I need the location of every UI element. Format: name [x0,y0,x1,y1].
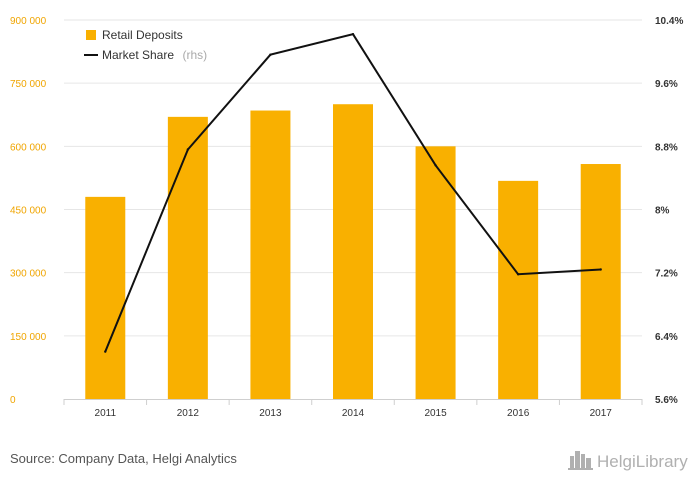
bar-retail-deposits[interactable] [498,180,539,399]
x-tick-label: 2014 [342,408,365,419]
y-left-tick-label: 150 000 [10,332,47,343]
line-series-market-share [104,33,602,353]
y-left-tick-label: 900 000 [10,16,47,27]
legend-label-line: Market Share [102,48,174,62]
x-tick-label: 2017 [590,408,613,419]
y-left-tick-label: 300 000 [10,269,47,280]
x-tick-label: 2013 [259,408,282,419]
brand-logo: HelgiLibrary [568,451,688,471]
bar-retail-deposits[interactable] [415,146,456,399]
y-right-tick-label: 9.6% [655,79,678,90]
point-market-share[interactable] [186,148,190,151]
y-right-tick-label: 8% [655,206,670,217]
point-market-share[interactable] [351,33,355,36]
source-note: Source: Company Data, Helgi Analytics [10,451,237,466]
legend[interactable]: Retail Deposits Market Share (rhs) [84,28,207,63]
legend-label-line-group: Market Share (rhs) [102,46,207,63]
y-right-tick-label: 5.6% [655,395,678,406]
bar-retail-deposits[interactable] [250,110,291,400]
y-left-tick-label: 450 000 [10,206,47,217]
x-tick-label: 2011 [95,408,117,419]
bar-retail-deposits[interactable] [167,116,208,399]
x-tick-label: 2015 [424,408,447,419]
y-left-tick-label: 750 000 [10,79,47,90]
bar-retail-deposits[interactable] [580,164,621,399]
y-left-tick-label: 600 000 [10,142,47,153]
y-left-tick-label: 0 [10,395,16,406]
point-market-share[interactable] [516,273,520,276]
city-skyline-icon [568,451,593,470]
point-market-share[interactable] [269,53,272,56]
axes: 0 150 000 300 000 450 000 600 000 750 000 900 … [10,16,683,419]
y-right-tick-label: 6.4% [655,332,678,343]
legend-label-line-suffix: (rhs) [182,48,207,62]
y-right-tick-label: 10.4% [655,16,683,27]
legend-label-bars: Retail Deposits [102,28,183,42]
brand-name: HelgiLibrary [597,452,688,471]
y-right-tick-label: 7.2% [655,269,678,280]
legend-swatch-bar [86,30,96,40]
bar-series-retail-deposits [85,104,621,400]
bar-retail-deposits[interactable] [85,196,126,399]
point-market-share[interactable] [599,268,602,271]
x-tick-label: 2016 [507,408,530,419]
bar-retail-deposits[interactable] [333,104,373,399]
y-right-tick-label: 8.8% [655,142,678,153]
point-market-share[interactable] [104,350,107,353]
point-market-share[interactable] [434,164,437,167]
x-tick-label: 2012 [177,408,200,419]
